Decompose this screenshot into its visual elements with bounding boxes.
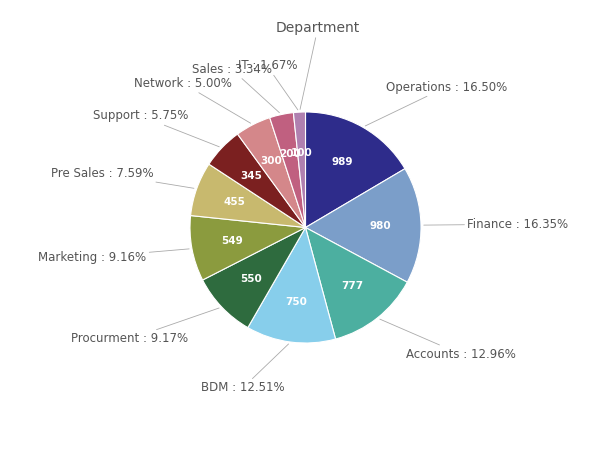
Text: 550: 550 (240, 274, 262, 284)
Wedge shape (293, 112, 306, 228)
Text: BDM : 12.51%: BDM : 12.51% (201, 344, 288, 394)
Text: 300: 300 (260, 156, 282, 166)
Text: Network : 5.00%: Network : 5.00% (134, 77, 251, 123)
Text: 989: 989 (332, 157, 353, 167)
Text: Finance : 16.35%: Finance : 16.35% (424, 217, 568, 231)
Text: 455: 455 (224, 197, 246, 207)
Text: 345: 345 (240, 171, 262, 181)
Wedge shape (238, 118, 306, 228)
Text: Procurment : 9.17%: Procurment : 9.17% (71, 308, 219, 345)
Wedge shape (248, 228, 335, 343)
Wedge shape (306, 169, 421, 282)
Text: 549: 549 (221, 236, 243, 246)
Wedge shape (190, 216, 306, 280)
Wedge shape (306, 112, 405, 228)
Text: Pre Sales : 7.59%: Pre Sales : 7.59% (51, 167, 194, 188)
Wedge shape (203, 228, 306, 328)
Text: Support : 5.75%: Support : 5.75% (93, 110, 219, 147)
Text: Operations : 16.50%: Operations : 16.50% (365, 81, 507, 126)
Text: 980: 980 (370, 221, 392, 231)
Text: Department: Department (276, 21, 360, 110)
Wedge shape (306, 228, 408, 339)
Text: Sales : 3.34%: Sales : 3.34% (192, 63, 279, 113)
Text: 200: 200 (279, 149, 301, 159)
Text: 777: 777 (341, 281, 363, 291)
Text: Marketing : 9.16%: Marketing : 9.16% (38, 249, 189, 263)
Text: 100: 100 (291, 147, 312, 157)
Text: 750: 750 (285, 297, 307, 307)
Wedge shape (209, 134, 306, 228)
Wedge shape (269, 113, 306, 228)
Wedge shape (191, 164, 306, 228)
Text: Accounts : 12.96%: Accounts : 12.96% (380, 319, 516, 361)
Text: IT : 1.67%: IT : 1.67% (238, 60, 298, 110)
